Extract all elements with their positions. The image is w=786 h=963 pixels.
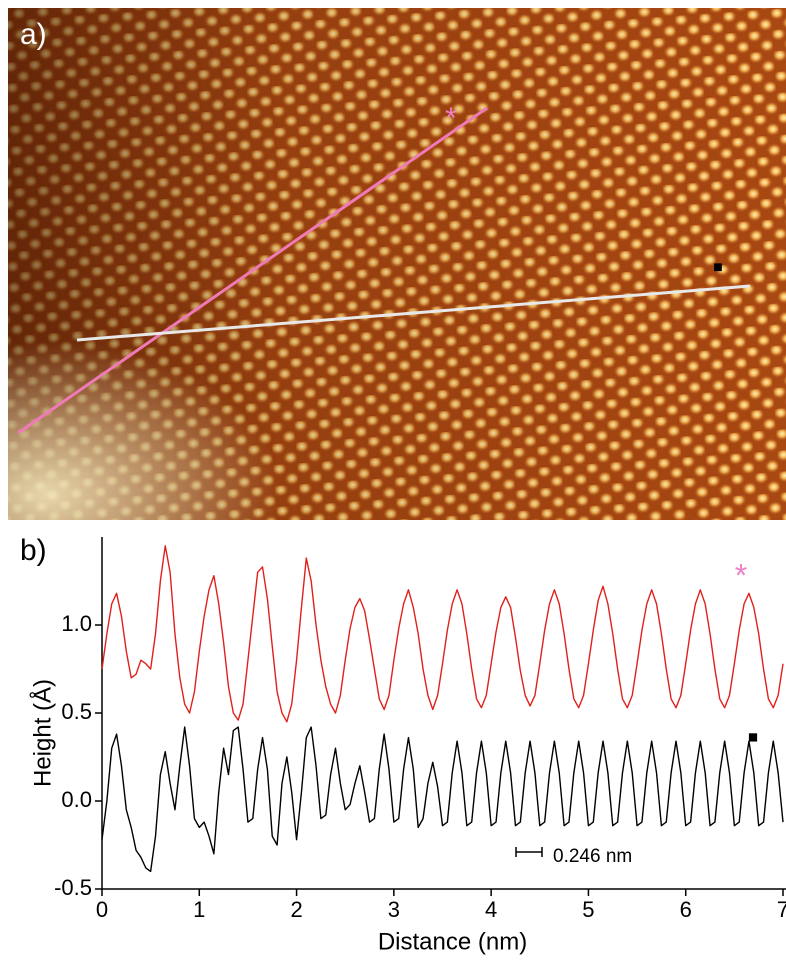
x-tick-label: 7 — [777, 897, 786, 922]
y-axis-label: Height (Å) — [28, 679, 56, 787]
series-symbol: * — [735, 557, 747, 593]
series-symbol: ■ — [748, 727, 758, 746]
x-tick-label: 6 — [680, 897, 692, 922]
scale-bar-label: 0.246 nm — [553, 846, 632, 867]
y-tick-label: -0.5 — [54, 875, 92, 900]
stm-glow — [8, 8, 786, 520]
stm-image: a) * ■ — [8, 8, 786, 520]
panel-label: a) — [20, 18, 47, 51]
y-tick-label: 1.0 — [61, 611, 92, 636]
x-tick-label: 4 — [485, 897, 497, 922]
y-tick-label: 0.5 — [61, 699, 92, 724]
profile-line — [101, 545, 784, 723]
image-symbol-black: ■ — [713, 259, 723, 276]
x-tick-label: 0 — [96, 897, 108, 922]
x-tick-label: 2 — [290, 897, 302, 922]
profile-line-red — [17, 106, 488, 435]
profile-line — [101, 726, 784, 873]
x-axis-label: Distance (nm) — [378, 928, 527, 955]
x-tick-label: 3 — [388, 897, 400, 922]
y-tick-label: 0.0 — [61, 787, 92, 812]
image-symbol-red: * — [445, 102, 457, 135]
x-tick-label: 1 — [193, 897, 205, 922]
panel-label: b) — [20, 534, 47, 567]
profile-line-black — [76, 284, 751, 342]
profile-plot: -0.5 0.0 0.5 1.0 0 1 2 3 4 5 6 7 Distance (nm) Height… — [28, 537, 786, 955]
x-tick-label: 5 — [582, 897, 594, 922]
